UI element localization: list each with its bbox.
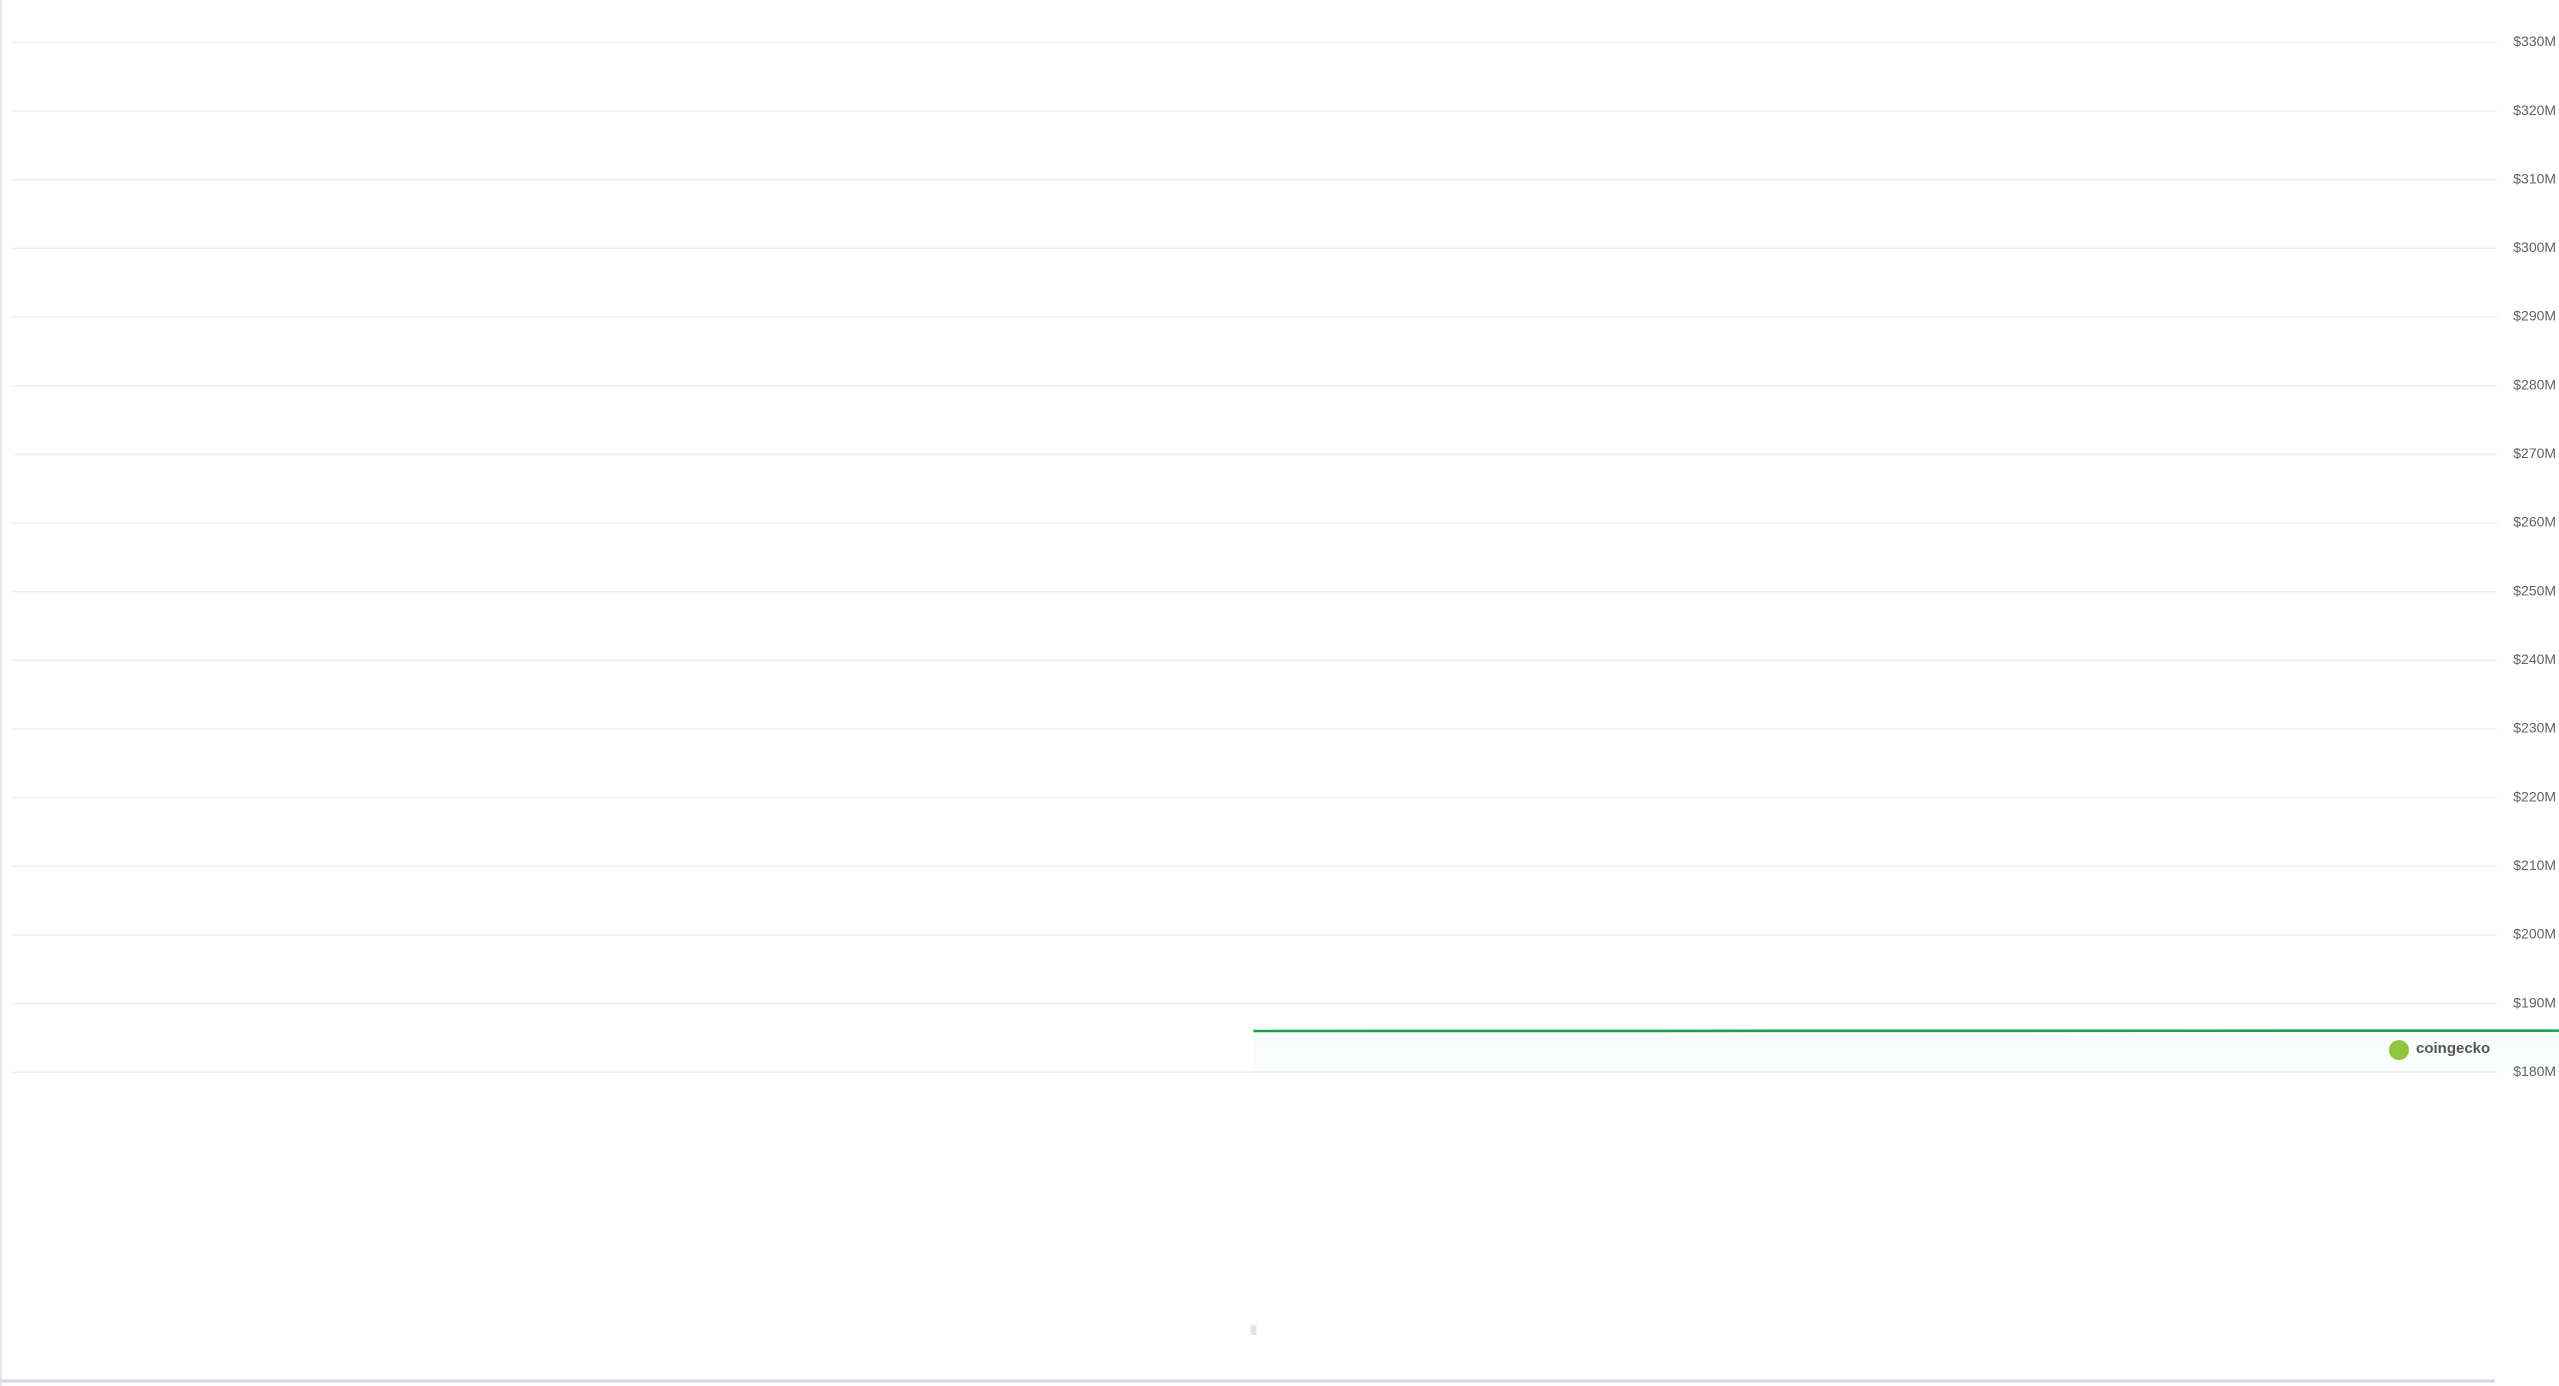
price-line: [1253, 1029, 2559, 1033]
y-tick-label: $310M: [2513, 170, 2556, 186]
watermark-text: coingecko: [2416, 1040, 2490, 1057]
y-tick-label: $190M: [2513, 994, 2556, 1010]
y-tick-label: $280M: [2513, 376, 2556, 392]
watermark: coingecko: [2389, 1040, 2490, 1060]
y-tick-label: $200M: [2513, 926, 2556, 942]
y-tick-label: $290M: [2513, 308, 2556, 324]
y-tick-label: $260M: [2513, 514, 2556, 530]
logo-icon: [2389, 1040, 2409, 1060]
y-tick-label: $270M: [2513, 445, 2556, 461]
y-tick-label: $300M: [2513, 239, 2556, 255]
volume-bar: [1250, 1325, 1257, 1335]
y-tick-label: $320M: [2513, 102, 2556, 118]
area-fill: [1253, 1030, 2559, 1073]
y-tick-label: $330M: [2513, 33, 2556, 49]
y-tick-label: $240M: [2513, 651, 2556, 667]
y-tick-label: $230M: [2513, 720, 2556, 736]
y-tick-label: $250M: [2513, 582, 2556, 598]
y-tick-label: $220M: [2513, 788, 2556, 804]
y-tick-label: $210M: [2513, 857, 2556, 873]
